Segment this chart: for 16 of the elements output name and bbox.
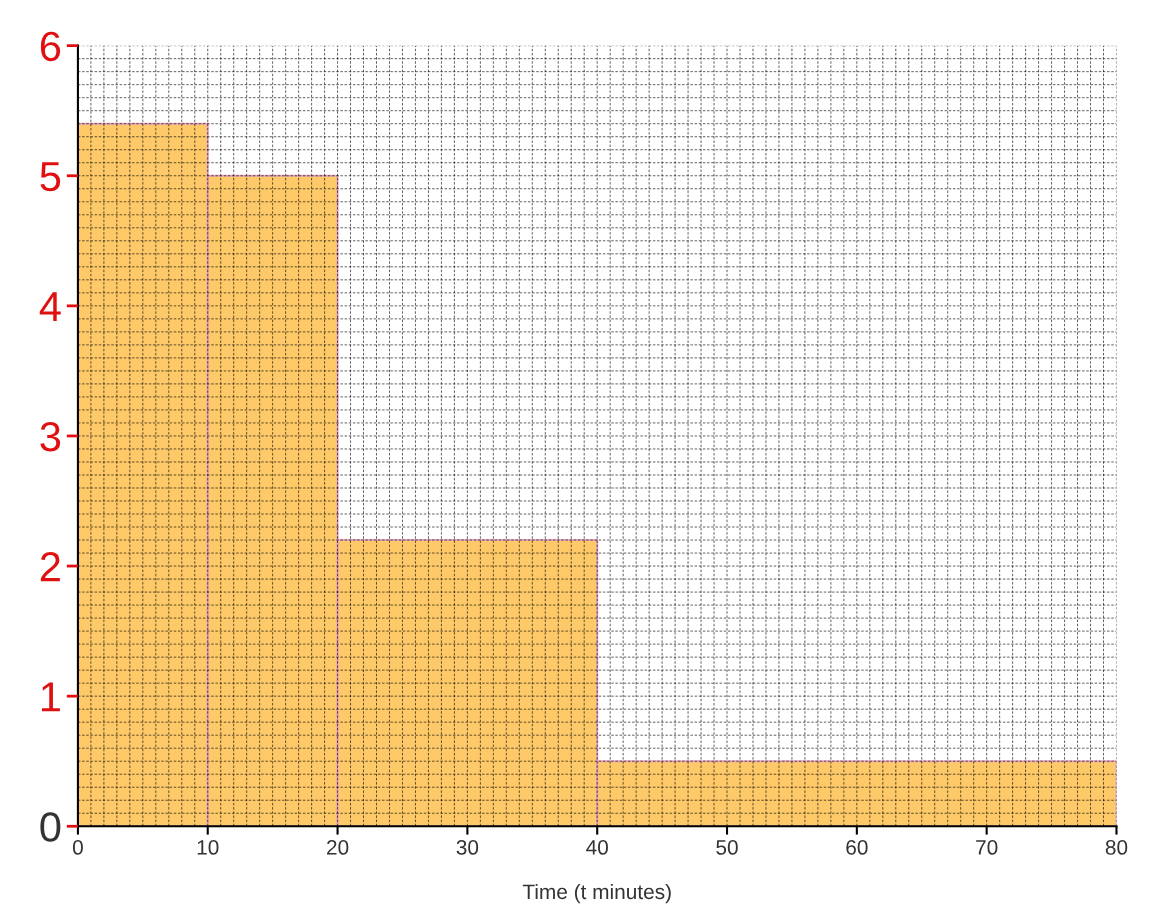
x-axis-title: Time (t minutes): [522, 883, 671, 904]
x-tick-label: 80: [1105, 840, 1128, 855]
y-tick-label: 5: [40, 162, 61, 192]
y-tick-label: 2: [40, 552, 60, 582]
x-tick-label: 30: [456, 840, 479, 855]
y-tick-label: 3: [40, 421, 61, 452]
x-tick-label: 40: [586, 840, 608, 855]
x-tick-label: 60: [846, 840, 868, 855]
y-tick-label: 4: [39, 292, 61, 321]
x-tick-label: 20: [327, 840, 349, 855]
x-tick-label: 70: [976, 840, 998, 855]
x-tick-label: 0: [72, 840, 83, 855]
x-tick-label: 50: [716, 840, 738, 855]
y-tick-label: 6: [40, 31, 61, 62]
x-tick-label: 10: [197, 840, 219, 855]
y-tick-label: 1: [41, 682, 60, 712]
